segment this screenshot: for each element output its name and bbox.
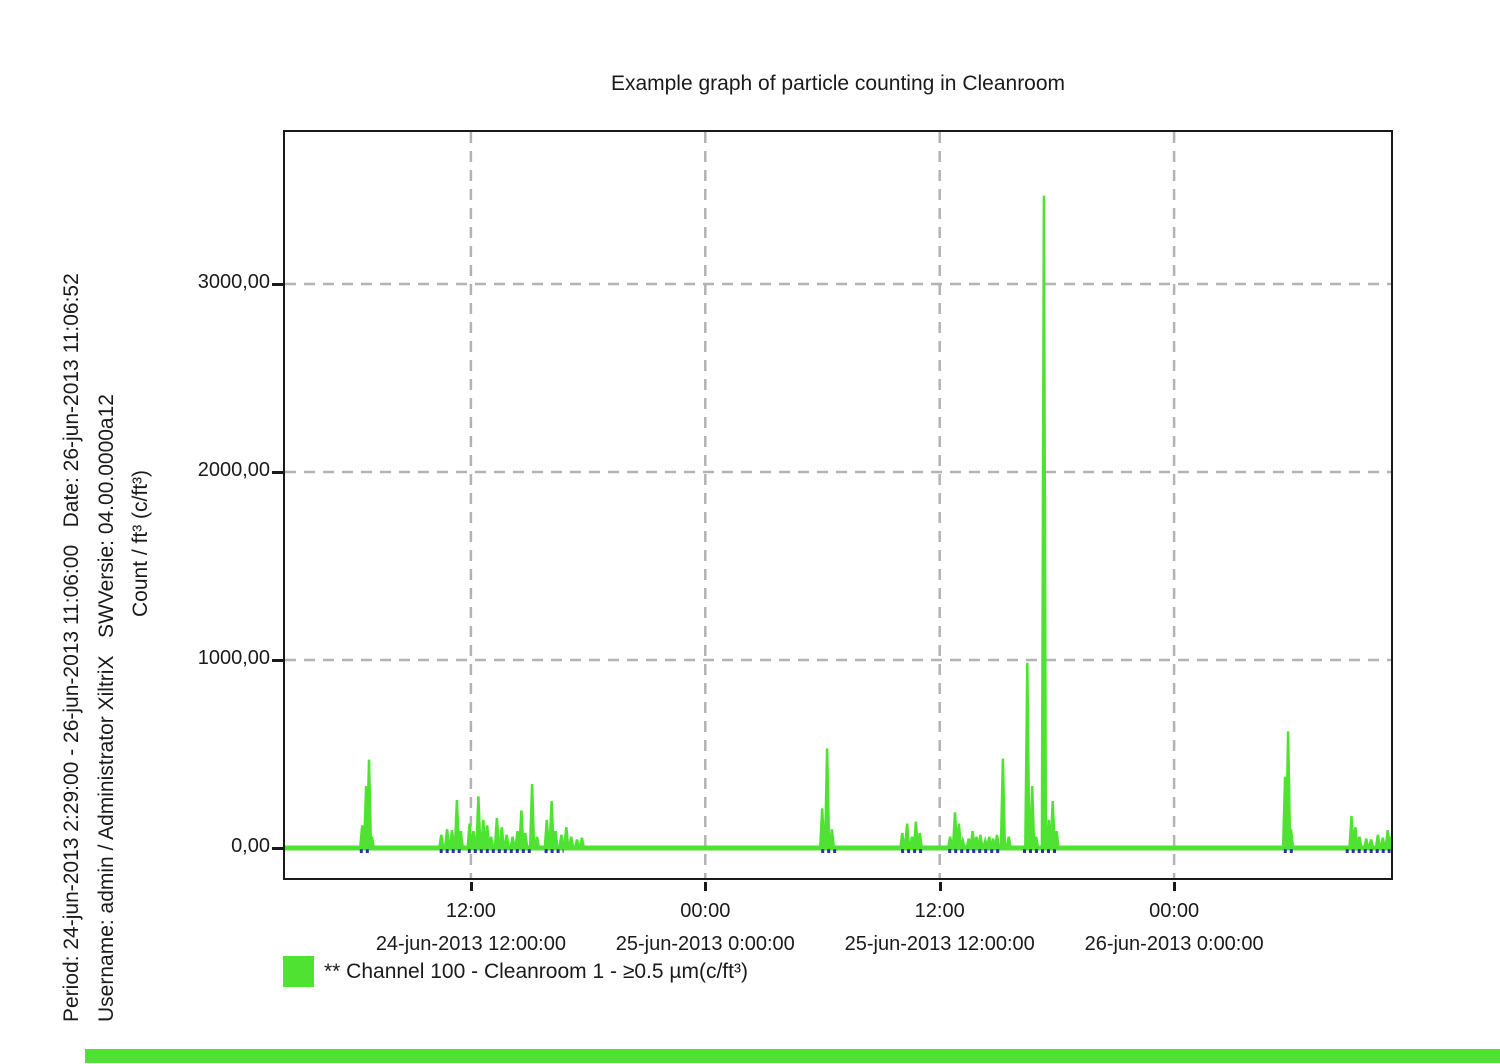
x-tick-date-label: 25-jun-2013 12:00:00 — [844, 933, 1035, 955]
legend: ** Channel 100 - Cleanroom 1 - ≥0.5 µm(c… — [283, 956, 748, 987]
legend-label: ** Channel 100 - Cleanroom 1 - ≥0.5 µm(c… — [324, 959, 748, 983]
x-tick-date-label: 25-jun-2013 0:00:00 — [615, 933, 795, 955]
y-axis-label: Count / ft³ (c/ft³) — [129, 469, 152, 617]
y-tick-mark — [272, 283, 283, 286]
y-tick-mark — [272, 847, 283, 850]
y-tick-label: 2000,00 — [197, 459, 270, 481]
chart-canvas — [285, 132, 1391, 878]
x-tick-time-label: 12:00 — [445, 900, 496, 922]
x-tick-time-label: 00:00 — [680, 900, 731, 922]
x-tick-mark — [1173, 882, 1177, 891]
y-tick-mark — [272, 471, 283, 474]
x-tick-mark — [469, 882, 473, 891]
chart-title: Example graph of particle counting in Cl… — [610, 72, 1066, 95]
y-tick-label: 1000,00 — [197, 647, 270, 669]
plot-area — [283, 130, 1393, 880]
x-tick-date-label: 24-jun-2013 12:00:00 — [375, 933, 566, 955]
period-date-label: Period: 24-jun-2013 2:29:00 - 26-jun-201… — [60, 273, 83, 1022]
bottom-status-bar — [85, 1049, 1500, 1063]
y-tick-label: 0,00 — [231, 835, 270, 857]
x-tick-time-label: 12:00 — [914, 900, 965, 922]
username-swversion-label: Username: admin / Administrator XiltriX … — [95, 394, 118, 1022]
legend-swatch — [283, 956, 314, 987]
x-tick-mark — [938, 882, 942, 891]
y-tick-label: 3000,00 — [197, 271, 270, 293]
x-tick-date-label: 26-jun-2013 0:00:00 — [1084, 933, 1264, 955]
x-tick-time-label: 00:00 — [1149, 900, 1200, 922]
x-tick-mark — [704, 882, 708, 891]
y-tick-mark — [272, 659, 283, 662]
